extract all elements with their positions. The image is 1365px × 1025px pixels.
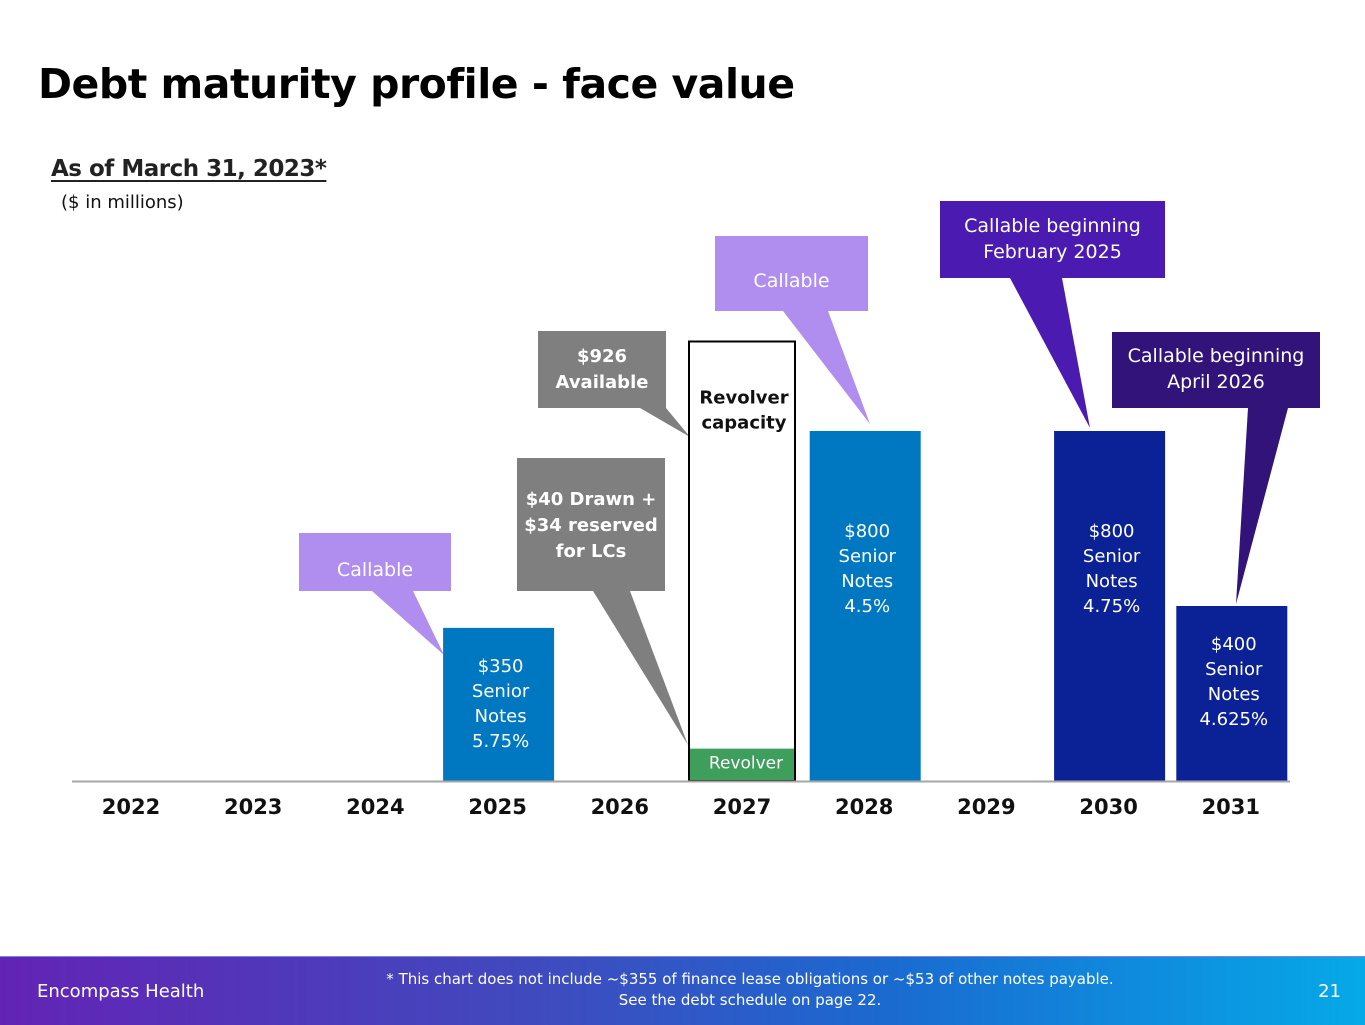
callout-text-line-2: Available (556, 372, 649, 393)
callout-2028-callable: Callable (715, 236, 870, 424)
bar-2031-label-line-3: Notes (1208, 684, 1260, 705)
page-number: 21 (1318, 981, 1341, 1002)
callout-pointer (783, 311, 870, 424)
callout-text-line-1: $40 Drawn + (526, 489, 657, 510)
debt-maturity-chart: Callable $40 Drawn + $34 reserved for LCs $9… (72, 201, 1320, 819)
bar-2030-label-line-2: Senior (1083, 546, 1141, 567)
bar-revolver-drawn (690, 748, 794, 781)
callout-box (715, 236, 868, 311)
x-tick-label-2027: 2027 (713, 795, 771, 819)
units-label: ($ in millions) (61, 192, 184, 213)
bar-2028-label-line-2: Senior (839, 546, 897, 567)
bar-2030-label-line-1: $800 (1089, 521, 1135, 542)
bar-2031-label-line-4: 4.625% (1199, 709, 1268, 730)
callout-box (538, 331, 666, 408)
bar-2028 (809, 431, 921, 781)
callout-pointer (1236, 408, 1288, 604)
bars-layer: $350 Senior Notes 5.75% Revolver Revolver capa… (443, 340, 1288, 782)
bar-2031 (1176, 606, 1288, 781)
x-tick-label-2028: 2028 (835, 795, 893, 819)
callout-2027-capacity-926: $926 Available (538, 331, 690, 437)
callout-text-line-1: $926 (577, 346, 627, 367)
bar-2028-label-line-1: $800 (844, 521, 890, 542)
x-tick-label-2022: 2022 (102, 795, 160, 819)
x-tick-label-2029: 2029 (957, 795, 1015, 819)
callout-box (299, 533, 451, 591)
bar-2031-label-line-1: $400 (1211, 634, 1257, 655)
bar-2025-label-line-1: $350 (478, 656, 524, 677)
bar-2025-label-line-4: 5.75% (472, 731, 529, 752)
x-tick-label-2031: 2031 (1202, 795, 1260, 819)
bar-2028-label-line-3: Notes (841, 571, 893, 592)
callout-text-line-2: February 2025 (983, 241, 1122, 263)
revolver-capacity-label-line-2: capacity (701, 413, 786, 434)
callout-text-line-1: Callable beginning (1128, 345, 1305, 367)
footer-bar: Encompass Health * This chart does not i… (0, 956, 1365, 1025)
callout-box (517, 458, 665, 591)
footer-note-line-2: See the debt schedule on page 22. (618, 991, 882, 1009)
callout-text-line-2: April 2026 (1167, 371, 1265, 393)
callout-box (940, 201, 1165, 278)
bar-2030-label-line-3: Notes (1086, 571, 1138, 592)
bar-2025 (443, 627, 555, 781)
callouts-layer: Callable $40 Drawn + $34 reserved for LCs $9… (299, 201, 1320, 745)
callout-text-line-2: $34 reserved (524, 515, 658, 536)
callout-text-line-3: for LCs (556, 541, 627, 562)
callout-text-line-1: Callable beginning (964, 215, 1141, 237)
x-axis-ticks: 2022 2023 2024 2025 2026 2027 2028 2029 2030 2031 (102, 795, 1260, 819)
callout-pointer (1010, 278, 1090, 428)
callout-box (1112, 332, 1320, 408)
x-tick-label-2024: 2024 (346, 795, 404, 819)
footer-note-line-1: * This chart does not include ~$355 of f… (386, 970, 1114, 988)
callout-2027-revolver-40-drawn: $40 Drawn + $34 reserved for LCs (517, 458, 688, 745)
footer-brand: Encompass Health (37, 981, 205, 1002)
as-of-date: As of March 31, 2023* (51, 156, 327, 182)
callout-text-line-1: Callable (753, 270, 829, 292)
x-tick-label-2025: 2025 (468, 795, 526, 819)
callout-2025-callable: Callable (299, 533, 451, 655)
bar-2028-label-line-4: 4.5% (844, 596, 890, 617)
slide-title: Debt maturity profile - face value (38, 60, 795, 108)
x-tick-label-2026: 2026 (591, 795, 649, 819)
bar-2025-label-line-2: Senior (472, 681, 530, 702)
bar-2025-label-line-3: Notes (475, 706, 527, 727)
x-tick-label-2023: 2023 (224, 795, 282, 819)
bar-2030-label-line-4: 4.75% (1083, 596, 1140, 617)
bar-2030 (1054, 431, 1166, 781)
revolver-capacity-label-line-1: Revolver (699, 388, 788, 409)
x-tick-label-2030: 2030 (1079, 795, 1137, 819)
callout-2031-callable-beginning: Callable beginning April 2026 (1112, 332, 1320, 604)
footer-note: * This chart does not include ~$355 of f… (330, 969, 1170, 1011)
callout-pointer (593, 591, 688, 745)
callout-2030-callable-beginning: Callable beginning February 2025 (940, 201, 1165, 428)
callout-pointer (372, 591, 444, 655)
revolver-label-line-1: Revolver (709, 754, 783, 774)
bar-2031-label-line-2: Senior (1205, 659, 1263, 680)
callout-pointer (640, 408, 690, 437)
callout-text-line-1: Callable (337, 559, 413, 581)
